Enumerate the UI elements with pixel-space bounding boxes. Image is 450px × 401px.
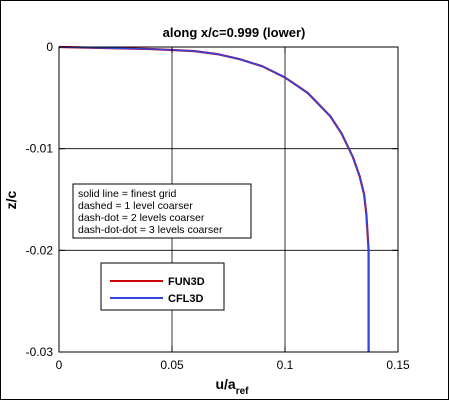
x-tick-label: 0 [56, 358, 63, 372]
annotation-box-border [72, 183, 252, 239]
legend-border [100, 262, 225, 311]
x-axis-label: u/aref [215, 376, 249, 397]
annotation-line: solid line = finest grid [78, 188, 177, 200]
x-axis-label-main: u/a [215, 376, 235, 392]
annotation-line: dash-dot-dot = 3 levels coarser [78, 224, 223, 236]
y-tick-label: 0 [46, 40, 53, 54]
y-tick-label: -0.03 [26, 345, 54, 359]
y-axis-label: z/c [3, 190, 19, 209]
legend-label-fun3d: FUN3D [168, 276, 205, 288]
series-layer [58, 45, 370, 352]
y-tick-label: -0.02 [26, 243, 54, 257]
x-axis-label-subscript: ref [236, 386, 249, 397]
series-line-cfl3d [58, 46, 370, 352]
legend-label-cfl3d: CFL3D [168, 293, 204, 305]
x-tick-label: 0.15 [386, 358, 410, 372]
legend: FUN3D CFL3D [100, 262, 225, 311]
chart-title: along x/c=0.999 (lower) [163, 25, 306, 40]
annotation-line: dashed = 1 level coarser [78, 200, 193, 212]
x-tick-label: 0.05 [160, 358, 184, 372]
axis-ticks: 0 0.05 0.1 0.15 0 -0.01 -0.02 -0.03 [26, 40, 410, 372]
x-tick-label: 0.1 [277, 358, 294, 372]
annotation-line: dash-dot = 2 levels coarser [78, 212, 205, 224]
plot-area-border [58, 46, 399, 353]
annotation-box: solid line = finest grid dashed = 1 leve… [72, 183, 252, 239]
y-tick-label: -0.01 [26, 142, 54, 156]
